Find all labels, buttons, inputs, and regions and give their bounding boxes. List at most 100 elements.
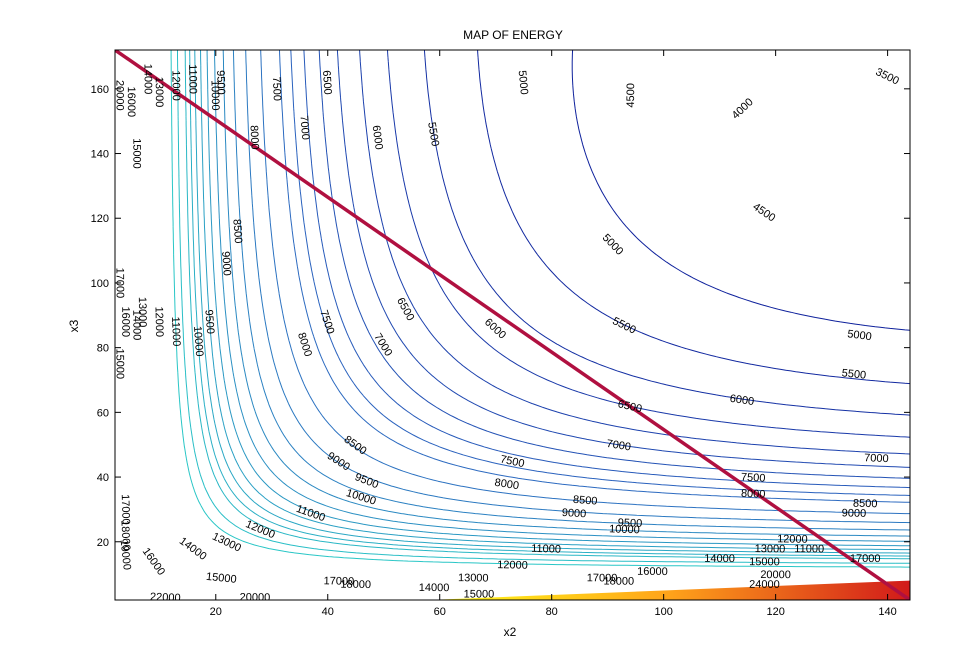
constraint-line-stroke [115, 50, 910, 600]
contour-label: 10000 [208, 80, 221, 111]
contour-label: 18000 [340, 579, 371, 591]
contour-label: 7500 [741, 471, 766, 484]
contour-label: 9000 [561, 507, 586, 521]
contour-label: 12000 [169, 70, 181, 101]
contour-label: 4500 [625, 83, 637, 108]
contour-level-18000 [194, 50, 910, 554]
x-tick-label: 100 [654, 606, 672, 618]
contour-label: 6500 [617, 398, 644, 415]
contour-level-15000 [214, 50, 910, 542]
contour-level-12000 [245, 50, 910, 524]
contour-label: 6000 [729, 393, 755, 408]
contour-level-19000 [189, 50, 910, 557]
contour-level-8500 [318, 50, 910, 479]
y-axis-label: x3 [67, 319, 81, 332]
contour-label: 7500 [499, 453, 525, 470]
contour-label: 20000 [114, 80, 126, 111]
contour-label: 20000 [240, 592, 271, 604]
contour-label: 16000 [368, 598, 399, 610]
contour-label: 9500 [618, 517, 643, 530]
x-tick-label: 60 [434, 606, 446, 618]
contour-label: 18000 [118, 520, 132, 551]
contour-level-9500 [290, 50, 910, 496]
contour-label: 7000 [606, 438, 632, 454]
contour-level-17000 [200, 50, 910, 551]
hot-band [428, 580, 910, 600]
contour-level-20000 [184, 50, 910, 560]
contour-level-7000 [387, 50, 910, 438]
contour-label: 19000 [118, 539, 133, 571]
contour-label: 14000 [419, 582, 450, 594]
contour-label: 10000 [609, 523, 640, 536]
contour-label: 7000 [864, 452, 889, 465]
contour-level-6000 [477, 50, 910, 385]
contour-label: 15000 [205, 571, 237, 586]
contour-label: 12000 [153, 306, 166, 337]
contour-label: 16000 [125, 86, 137, 117]
contour-label: 16000 [637, 566, 668, 578]
y-tick-label: 120 [91, 213, 109, 225]
contour-label: 17000 [587, 572, 618, 584]
contour-label: 24000 [749, 579, 780, 591]
y-tick-label: 20 [97, 537, 109, 549]
contour-label: 11000 [186, 64, 198, 94]
contour-label: 8500 [573, 494, 598, 508]
contour-label: 11000 [531, 543, 561, 556]
contour-label: 5500 [425, 121, 441, 147]
y-axis-ticks: 20 40 60 80 100 120 140 160 [91, 84, 910, 549]
y-tick-label: 100 [91, 278, 109, 290]
contour-label: 5500 [841, 367, 867, 381]
contour-label: 9500 [214, 70, 227, 95]
contour-level-9000 [303, 50, 910, 489]
contour-label: 5000 [847, 328, 873, 343]
contour-level-14000 [222, 50, 910, 537]
contour-level-5500 [571, 50, 910, 331]
contour-level-6500 [423, 50, 910, 416]
chart-title: MAP OF ENERGY [463, 28, 563, 42]
contour-label: 11000 [169, 316, 182, 346]
contour-label: 6500 [320, 70, 334, 95]
contour-label: 5000 [516, 70, 530, 96]
contour-label: 10000 [191, 326, 205, 357]
contour-label: 13000 [755, 543, 786, 555]
contour-level-8000 [336, 50, 910, 468]
x-tick-label: 120 [766, 606, 784, 618]
y-tick-label: 160 [91, 84, 109, 96]
contour-level-10000 [279, 50, 910, 503]
contour-label: 13000 [153, 77, 165, 108]
contour-level-22000 [177, 50, 910, 564]
constraint-line [115, 50, 910, 600]
contour-label: 9000 [219, 251, 233, 276]
contour-label: 13000 [458, 572, 489, 584]
x-axis-ticks: 20 40 60 80 100 120 140 [210, 50, 897, 618]
contour-label: 8000 [494, 477, 520, 493]
contour-label: 12000 [497, 559, 528, 572]
contour-label: 22000 [150, 591, 181, 604]
contour-lines [170, 50, 910, 568]
contour-label: 20000 [760, 569, 791, 581]
x-tick-label: 20 [210, 606, 222, 618]
y-tick-label: 40 [97, 472, 109, 484]
y-tick-label: 140 [91, 149, 109, 161]
contour-label: 9500 [202, 309, 216, 334]
contour-label: 13000 [136, 297, 148, 328]
x-axis-label: x2 [504, 625, 517, 639]
x-tick-label: 140 [878, 606, 896, 618]
contour-label: 7500 [270, 76, 283, 101]
contour-label: 8500 [230, 219, 244, 244]
x-tick-label: 40 [322, 606, 334, 618]
y-tick-label: 80 [97, 343, 109, 355]
contour-label: 17000 [324, 575, 355, 588]
contour-label: 8500 [853, 498, 878, 511]
contour-label: 7000 [297, 115, 311, 140]
hot-band-fill [428, 580, 910, 600]
contour-label: 11000 [794, 543, 824, 555]
contour-label: 14000 [704, 553, 735, 565]
contour-label: 15000 [749, 556, 780, 568]
contour-label: 16000 [119, 306, 131, 337]
contour-label: 14000 [142, 64, 154, 95]
contour-label: 15000 [130, 138, 142, 169]
contour-label: 8000 [741, 488, 766, 501]
